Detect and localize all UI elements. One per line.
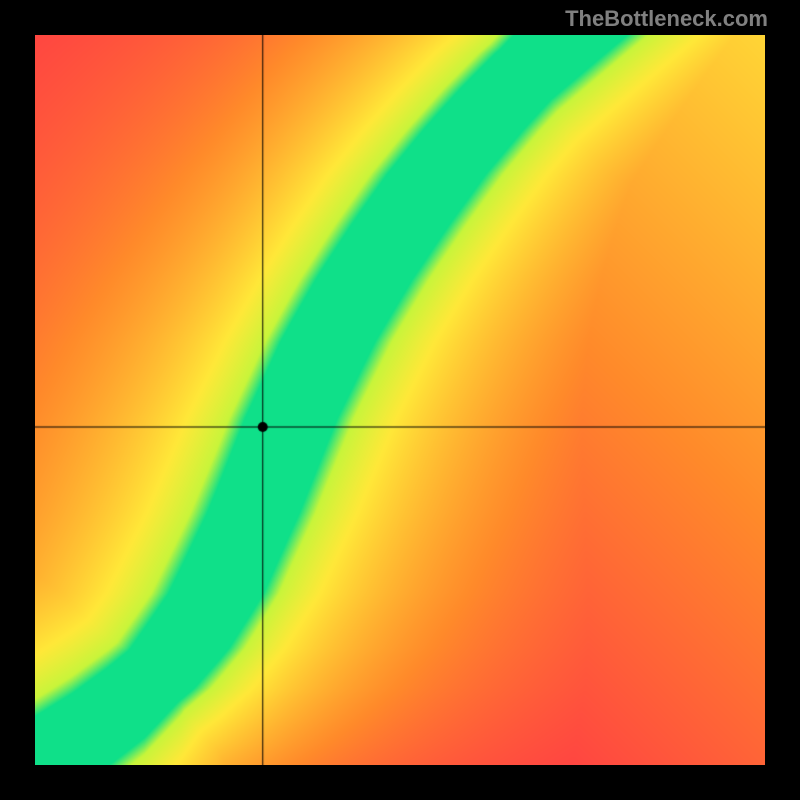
watermark-text: TheBottleneck.com bbox=[565, 6, 768, 32]
bottleneck-heatmap bbox=[35, 35, 765, 765]
